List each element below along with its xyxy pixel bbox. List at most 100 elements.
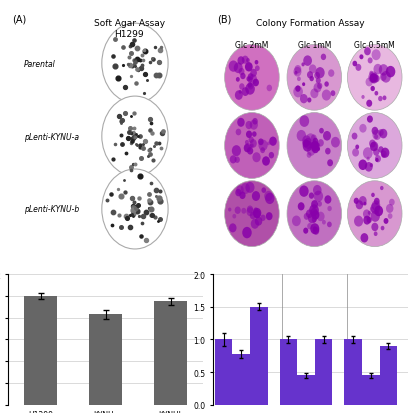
Text: Parental: Parental <box>24 59 56 69</box>
Circle shape <box>355 145 359 150</box>
Circle shape <box>375 92 378 96</box>
Circle shape <box>317 83 322 90</box>
Bar <box>154 301 187 405</box>
Circle shape <box>375 156 381 163</box>
Circle shape <box>306 210 313 218</box>
Circle shape <box>381 226 384 231</box>
Circle shape <box>250 70 257 78</box>
Circle shape <box>246 208 254 217</box>
Circle shape <box>244 144 252 153</box>
Circle shape <box>314 83 321 93</box>
Circle shape <box>313 138 318 145</box>
Circle shape <box>234 157 240 164</box>
Text: Glc 0.5mM: Glc 0.5mM <box>354 40 395 50</box>
Circle shape <box>370 87 375 92</box>
Circle shape <box>386 204 393 214</box>
Circle shape <box>368 58 372 64</box>
Circle shape <box>250 212 256 220</box>
Circle shape <box>359 197 367 206</box>
Circle shape <box>371 223 378 232</box>
Circle shape <box>378 130 384 137</box>
Circle shape <box>307 147 315 157</box>
Circle shape <box>253 209 261 218</box>
Circle shape <box>367 217 372 223</box>
Circle shape <box>359 55 363 60</box>
Circle shape <box>229 224 236 233</box>
Circle shape <box>239 69 244 76</box>
Circle shape <box>242 57 248 64</box>
Text: Glc 1mM: Glc 1mM <box>297 40 331 50</box>
Circle shape <box>309 205 319 216</box>
Circle shape <box>102 24 168 104</box>
Bar <box>315 339 332 405</box>
Text: (B): (B) <box>217 15 231 25</box>
Circle shape <box>248 84 253 90</box>
Circle shape <box>255 66 260 72</box>
Circle shape <box>239 192 246 199</box>
Circle shape <box>235 190 241 197</box>
Circle shape <box>287 45 342 111</box>
Circle shape <box>378 147 384 153</box>
Circle shape <box>313 185 322 196</box>
Circle shape <box>248 137 254 144</box>
Circle shape <box>389 199 395 206</box>
Circle shape <box>297 131 306 142</box>
Circle shape <box>225 45 279 111</box>
Circle shape <box>317 212 325 222</box>
Circle shape <box>368 72 378 84</box>
Circle shape <box>253 210 261 218</box>
Circle shape <box>252 132 257 138</box>
Circle shape <box>247 148 253 155</box>
Circle shape <box>328 70 335 78</box>
Circle shape <box>380 186 384 191</box>
Bar <box>89 315 122 405</box>
Circle shape <box>235 91 243 101</box>
Circle shape <box>373 76 377 81</box>
Circle shape <box>234 63 243 74</box>
Circle shape <box>386 66 396 78</box>
Circle shape <box>251 219 259 229</box>
Bar <box>297 375 315 405</box>
Circle shape <box>384 218 389 224</box>
Circle shape <box>370 142 378 152</box>
Circle shape <box>367 116 373 123</box>
Circle shape <box>252 192 260 202</box>
Circle shape <box>368 211 371 215</box>
Circle shape <box>323 132 331 141</box>
Text: Soft Agar Assay
H1299: Soft Agar Assay H1299 <box>94 19 165 39</box>
Circle shape <box>365 163 373 172</box>
Circle shape <box>253 79 259 87</box>
Bar <box>24 296 57 405</box>
Circle shape <box>303 138 313 150</box>
Circle shape <box>312 145 319 154</box>
Circle shape <box>242 88 249 97</box>
Text: Glc 2mM: Glc 2mM <box>235 40 269 50</box>
Circle shape <box>322 90 331 101</box>
Circle shape <box>247 77 253 83</box>
Circle shape <box>370 74 377 83</box>
Circle shape <box>367 157 370 161</box>
Circle shape <box>303 141 312 152</box>
Circle shape <box>246 121 252 130</box>
Circle shape <box>347 113 402 179</box>
Circle shape <box>302 63 305 67</box>
Circle shape <box>246 59 250 63</box>
Circle shape <box>247 206 253 214</box>
Circle shape <box>370 164 373 168</box>
Text: (A): (A) <box>12 15 26 25</box>
Circle shape <box>354 198 359 204</box>
Circle shape <box>234 207 241 214</box>
Circle shape <box>236 129 241 136</box>
Circle shape <box>293 68 302 77</box>
Circle shape <box>246 183 255 193</box>
Circle shape <box>363 148 372 159</box>
Circle shape <box>311 201 318 209</box>
Bar <box>232 354 250 405</box>
Circle shape <box>375 159 379 162</box>
Circle shape <box>225 181 279 247</box>
Circle shape <box>306 134 316 146</box>
Circle shape <box>373 149 379 157</box>
Circle shape <box>380 74 386 82</box>
Circle shape <box>250 121 258 131</box>
Circle shape <box>331 138 340 148</box>
